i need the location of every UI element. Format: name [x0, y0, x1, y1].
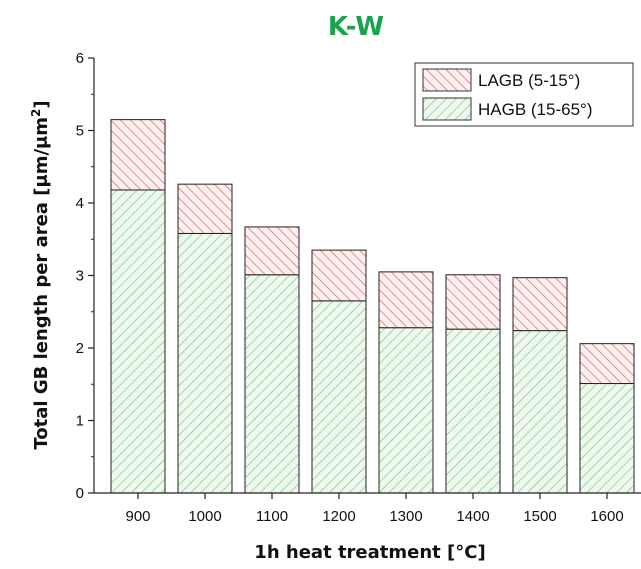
bar-lagb-1300 — [378, 271, 434, 329]
bar-lagb-1500 — [512, 277, 568, 332]
bar-hagb-1400 — [445, 328, 501, 494]
bar-hagb-900 — [110, 189, 166, 494]
y-tick-label-0: 0 — [76, 485, 84, 502]
bar-lagb-1600 — [579, 343, 635, 385]
bar-hagb-1100 — [244, 274, 300, 494]
bars-layer — [110, 119, 635, 494]
legend-swatch-lagb — [422, 68, 472, 92]
y-tick-label-1: 1 — [76, 413, 84, 430]
bar-lagb-900 — [110, 119, 166, 191]
y-axis-title: Total GB length per area [μm/μm2] — [29, 100, 52, 449]
x-tick-label-1500: 1500 — [523, 508, 556, 525]
y-tick-label-4: 4 — [76, 195, 84, 212]
chart-title: K-W — [328, 12, 384, 42]
bar-lagb-1200 — [311, 249, 367, 302]
bar-hagb-1600 — [579, 383, 635, 494]
x-tick-label-900: 900 — [125, 508, 150, 525]
legend-swatch-hagb — [422, 97, 472, 121]
legend-label-hagb: HAGB (15-65°) — [478, 100, 593, 119]
x-tick-label-1000: 1000 — [188, 508, 221, 525]
bar-hagb-1200 — [311, 300, 367, 494]
y-tick-label-3: 3 — [76, 268, 84, 285]
y-tick-label-5: 5 — [76, 123, 84, 140]
legend: LAGB (5-15°) HAGB (15-65°) — [414, 62, 634, 127]
bar-hagb-1300 — [378, 327, 434, 494]
bar-hagb-1000 — [177, 232, 233, 494]
x-tick-label-1400: 1400 — [456, 508, 489, 525]
y-axis-title-end: ] — [31, 100, 52, 108]
y-tick-label-6: 6 — [76, 50, 84, 67]
bar-lagb-1100 — [244, 226, 300, 276]
bar-lagb-1000 — [177, 183, 233, 234]
legend-label-lagb: LAGB (5-15°) — [478, 71, 580, 90]
y-axis-title-main: Total GB length per area [μm/μm — [31, 117, 52, 450]
x-axis-title: 1h heat treatment [°C] — [254, 542, 485, 563]
axes-layer: 0 1 2 3 4 5 6 900 1000 1100 1200 1300 1400 1500 1600 — [76, 50, 641, 525]
x-tick-label-1600: 1600 — [590, 508, 623, 525]
y-tick-label-2: 2 — [76, 340, 84, 357]
x-tick-label-1300: 1300 — [389, 508, 422, 525]
y-axis-title-sup: 2 — [29, 109, 43, 117]
x-tick-label-1100: 1100 — [256, 508, 288, 525]
x-tick-label-1200: 1200 — [322, 508, 355, 525]
bar-lagb-1400 — [445, 274, 501, 330]
bar-hagb-1500 — [512, 330, 568, 494]
